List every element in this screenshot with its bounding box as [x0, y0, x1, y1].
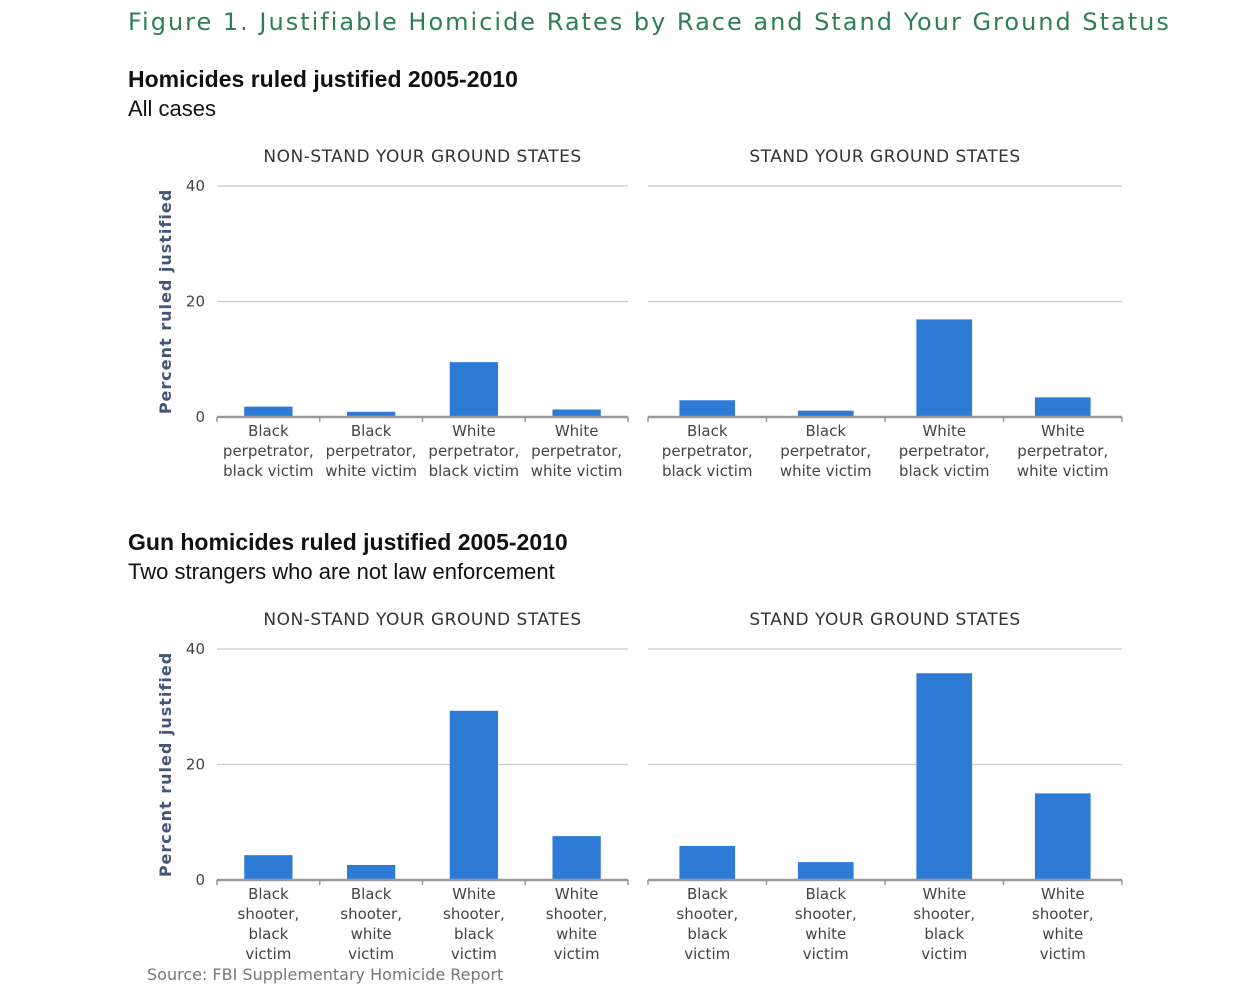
bar: [346, 864, 396, 880]
bar: [346, 411, 396, 417]
panel-title: NON-STAND YOUR GROUND STATES: [263, 610, 581, 630]
panel-title: STAND YOUR GROUND STATES: [749, 147, 1020, 167]
category-label: Black shooter, black victim: [676, 885, 738, 963]
category-label: Black shooter, black victim: [238, 885, 300, 963]
chart-2-subtitle: Two strangers who are not law enforcemen…: [128, 559, 555, 584]
chart-2-title: Gun homicides ruled justified 2005-2010: [128, 529, 568, 555]
chart-1-subtitle: All cases: [128, 96, 217, 121]
bar: [449, 710, 499, 880]
bar: [679, 400, 736, 417]
category-label: Black shooter, white victim: [340, 885, 402, 963]
chart-all-cases: Percent ruled justified 0 20 40 NON-STAND YO…: [156, 147, 1123, 480]
y-tick-label: 0: [195, 408, 205, 426]
category-label: White perpetrator, white victim: [531, 422, 623, 480]
category-label: Black perpetrator, white victim: [325, 422, 417, 480]
category-label: Black perpetrator, black victim: [662, 422, 753, 480]
bar: [244, 406, 293, 417]
bar: [552, 836, 601, 880]
figure-title: Figure 1. Justifiable Homicide Rates by …: [128, 8, 1171, 36]
category-label: White shooter, black victim: [443, 885, 505, 963]
y-tick-label: 20: [186, 293, 205, 311]
y-tick-label: 40: [186, 177, 205, 195]
bar: [1034, 793, 1091, 880]
bar: [679, 845, 736, 880]
source-note: Source: FBI Supplementary Homicide Repor…: [147, 965, 504, 984]
bar: [449, 362, 499, 417]
panel-title: NON-STAND YOUR GROUND STATES: [263, 147, 581, 167]
category-label: Black shooter, white victim: [795, 885, 857, 963]
y-axis-label: Percent ruled justified: [156, 652, 175, 877]
chart-1-title: Homicides ruled justified 2005-2010: [128, 66, 518, 92]
category-label: Black perpetrator, white victim: [780, 422, 872, 480]
category-label: White shooter, white victim: [1032, 885, 1094, 963]
category-label: White perpetrator, white victim: [1017, 422, 1109, 480]
category-label: Black perpetrator, black victim: [223, 422, 314, 480]
bar: [916, 673, 973, 880]
bar: [244, 855, 293, 880]
bar: [797, 410, 854, 417]
category-label: White shooter, white victim: [546, 885, 608, 963]
bar: [916, 319, 973, 417]
bar: [1034, 397, 1091, 417]
y-tick-label: 0: [195, 871, 205, 889]
y-tick-label: 40: [186, 640, 205, 658]
category-label: White perpetrator, black victim: [899, 422, 990, 480]
y-axis-label: Percent ruled justified: [156, 189, 175, 414]
bar: [552, 409, 601, 417]
bar: [797, 862, 854, 880]
y-tick-label: 20: [186, 756, 205, 774]
category-label: White shooter, black victim: [913, 885, 975, 963]
category-label: White perpetrator, black victim: [428, 422, 519, 480]
panel-title: STAND YOUR GROUND STATES: [749, 610, 1020, 630]
